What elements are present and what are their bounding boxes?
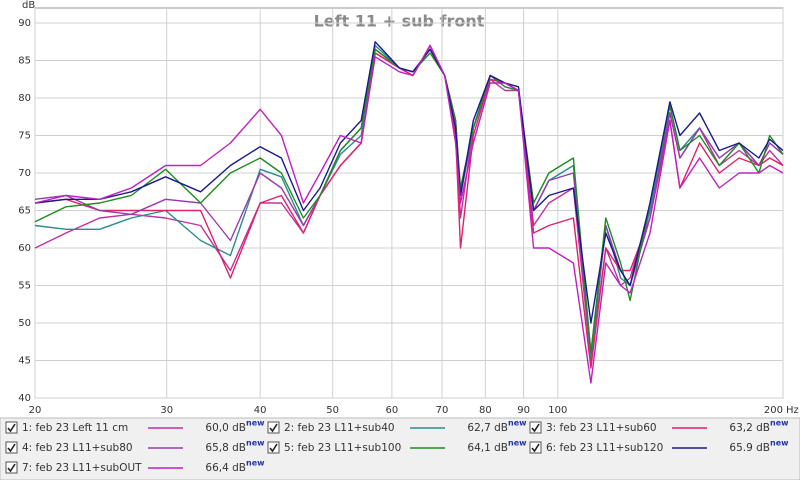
legend-checkbox[interactable] xyxy=(5,421,18,434)
legend-level: 64,1 dB xyxy=(467,442,508,454)
legend-label: 6: feb 23 L11+sub120 xyxy=(546,442,663,454)
legend-label: 7: feb 23 L11+subOUT xyxy=(22,462,142,474)
legend-level: 65.9 dB xyxy=(729,442,770,454)
y-tick-label: 90 xyxy=(18,18,31,29)
y-tick-label: 75 xyxy=(18,131,31,142)
plot-area xyxy=(34,7,784,399)
y-tick-label: 50 xyxy=(18,318,31,329)
y-tick-label: 85 xyxy=(18,56,31,67)
legend-checkbox[interactable] xyxy=(267,421,280,434)
legend-label: 5: feb 23 L11+sub100 xyxy=(284,442,401,454)
x-tick-label: 60 xyxy=(386,405,399,416)
legend-tag: new xyxy=(508,439,527,448)
legend-check xyxy=(269,443,278,453)
legend-tag: new xyxy=(770,439,789,448)
legend-label: 3: feb 23 L11+sub60 xyxy=(546,422,657,434)
legend-checkbox[interactable] xyxy=(529,421,542,434)
series-line xyxy=(34,44,784,384)
y-tick-label: 45 xyxy=(18,356,31,367)
legend-panel xyxy=(0,417,800,480)
x-tick-label: 70 xyxy=(436,405,449,416)
x-tick-label: 50 xyxy=(326,405,339,416)
legend-tag: new xyxy=(246,419,265,428)
legend-level: 65,8 dB xyxy=(205,442,246,454)
legend-check xyxy=(531,423,540,433)
legend-check xyxy=(7,463,16,473)
legend-check xyxy=(269,423,278,433)
legend-label: 1: feb 23 Left 11 cm xyxy=(22,422,128,434)
x-tick-label: 90 xyxy=(517,405,530,416)
legend-checkbox[interactable] xyxy=(267,441,280,454)
y-tick-label: 60 xyxy=(18,243,31,254)
legend-tag: new xyxy=(246,459,265,468)
x-tick-label: 30 xyxy=(160,405,173,416)
legend-level: 63,2 dB xyxy=(729,422,770,434)
y-tick-label: 70 xyxy=(18,168,31,179)
legend-checkbox[interactable] xyxy=(5,441,18,454)
x-tick-label: 80 xyxy=(479,405,492,416)
x-tick-label: 40 xyxy=(254,405,267,416)
series-line xyxy=(34,41,784,324)
legend-level: 62,7 dB xyxy=(467,422,508,434)
y-tick-label: 65 xyxy=(18,206,31,217)
legend-label: 4: feb 23 L11+sub80 xyxy=(22,442,133,454)
legend-tag: new xyxy=(508,419,527,428)
legend-checkbox[interactable] xyxy=(529,441,542,454)
x-tick-label: 100 xyxy=(548,405,567,416)
x-axis-label: Hz xyxy=(786,405,799,416)
y-axis-label: dB xyxy=(22,0,35,11)
legend-check xyxy=(7,423,16,433)
legend-level: 66,4 dB xyxy=(205,462,246,474)
legend-label: 2: feb 23 L11+sub40 xyxy=(284,422,395,434)
legend-tag: new xyxy=(246,439,265,448)
legend-checkbox[interactable] xyxy=(5,461,18,474)
legend-check xyxy=(531,443,540,453)
y-tick-label: 55 xyxy=(18,281,31,292)
x-tick-label: 20 xyxy=(29,405,42,416)
x-tick-label: 200 xyxy=(764,405,783,416)
chart-title: Left 11 + sub front xyxy=(314,12,485,31)
legend-check xyxy=(7,443,16,453)
legend-level: 60,0 dB xyxy=(205,422,246,434)
y-tick-label: 40 xyxy=(18,393,31,404)
y-tick-label: 80 xyxy=(18,93,31,104)
legend-tag: new xyxy=(770,419,789,428)
